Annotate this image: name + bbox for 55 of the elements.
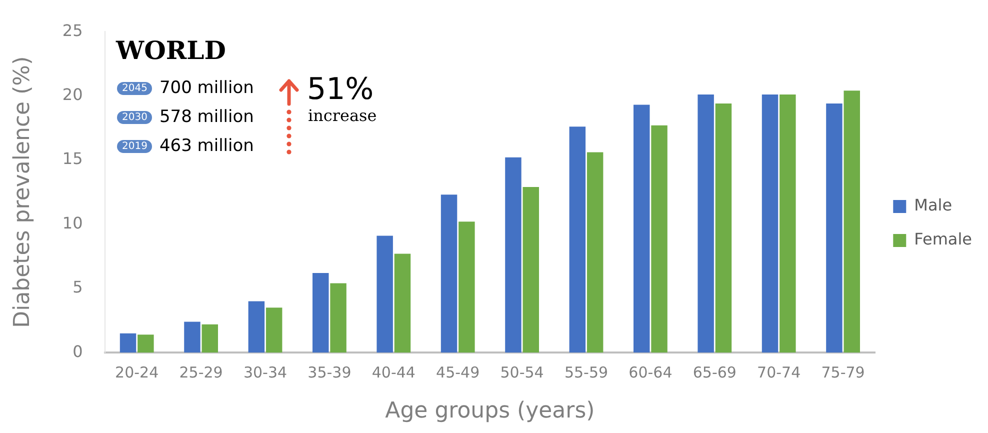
legend-label: Male [914,196,952,215]
annotation: 700 million [159,78,254,98]
x-tick-label: 40-44 [372,363,416,382]
bar [138,334,154,353]
bar [184,322,200,353]
annotation: 2030 [117,110,152,124]
x-tick-label: 55-59 [564,363,608,382]
bar [330,283,346,353]
annotation: 463 million [159,136,254,156]
annotation: WORLD [116,36,226,65]
x-tick-label: 45-49 [436,363,480,382]
bar [762,94,778,353]
bar [312,272,329,353]
annotation: 51% [307,72,374,107]
bar [569,126,586,353]
bar [780,94,796,353]
bar [844,90,860,353]
y-tick-label: 0 [72,342,83,361]
legend-label: Female [914,230,972,249]
y-tick-label: 15 [62,149,83,168]
y-tick-label: 25 [62,20,83,40]
x-tick-label: 20-24 [115,363,159,382]
x-axis-title: Age groups (years) [385,398,595,424]
bar [634,104,650,353]
annotation: 2045 [117,82,152,94]
bar [522,186,539,353]
x-tick-label: 65-69 [692,363,736,382]
annotation: 578 million [159,107,254,127]
x-tick-label: 60-64 [628,363,672,382]
bar [376,236,393,353]
bar [715,104,732,353]
bar [651,125,668,353]
x-tick-label: 35-39 [308,363,352,382]
x-tick-label: 75-79 [821,363,865,382]
y-axis-title: Diabetes prevalence (%) [10,56,35,328]
bar [120,333,136,353]
x-tick-label: 70-74 [757,363,801,382]
bar [698,94,714,353]
y-tick-label: 5 [72,278,83,297]
bar [440,194,458,353]
x-tick-label: 25-29 [179,363,223,382]
x-tick-label: 30-34 [243,363,288,382]
annotation: 2019 [117,140,152,152]
annotation: increase [308,106,377,125]
x-tick-label: 50-54 [500,363,544,382]
bar [586,152,604,353]
bar [458,222,475,353]
y-tick-label: 10 [62,213,83,232]
bar [394,254,411,353]
bar [248,301,265,353]
y-tick-label: 20 [62,84,83,104]
bar [826,104,842,353]
bar [202,324,218,353]
bar [505,157,522,353]
bar [266,308,282,353]
